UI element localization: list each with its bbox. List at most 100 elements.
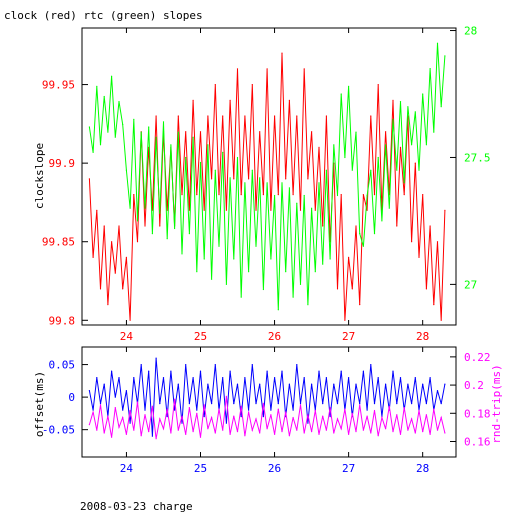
bottom-series-0-point — [177, 383, 179, 385]
bottom-tick-group: 24 25 26 27 28 -0.05 0 0.05 0.16 0.18 0.2 0.22 — [42, 347, 491, 475]
top-series-1-point — [177, 131, 179, 133]
top-series-1-point — [140, 131, 142, 133]
top-series-1-point — [366, 194, 368, 197]
bottom-series-0-point — [244, 377, 246, 379]
top-series-1-point — [314, 271, 316, 273]
top-series-1-point — [207, 144, 209, 146]
bottom-series-0-point — [196, 409, 198, 411]
top-series-1-point — [318, 182, 320, 184]
bottom-series-0-point — [240, 416, 242, 418]
top-series-1-point — [274, 194, 276, 197]
bottom-series-1-point — [381, 416, 383, 419]
bottom-series-0-point — [262, 416, 264, 418]
top-series-0-point — [288, 99, 290, 101]
bottom-series-0-point — [211, 403, 213, 405]
bottom-series-1-point — [440, 416, 442, 419]
bottom-series-1-point — [399, 433, 402, 435]
top-series-1-point — [136, 220, 139, 222]
top-series-0-point — [399, 146, 402, 148]
top-series-0-point — [99, 288, 102, 290]
top-series-1-point — [166, 238, 168, 240]
bottom-series-0-point — [429, 377, 431, 379]
top-series-0-point — [277, 194, 279, 196]
bottom-series-0-point — [222, 377, 224, 379]
bottom-series-0-point — [170, 370, 172, 372]
top-series-1-point — [155, 136, 157, 138]
bottom-series-1-point — [244, 435, 246, 437]
bottom-series-0-point — [407, 383, 409, 385]
top-series-1-point — [162, 121, 165, 123]
bottom-series-0-point — [203, 416, 205, 418]
top-series-0-point — [355, 225, 357, 227]
top-series-0-point — [336, 288, 339, 290]
top-y2-tick-label: 27 — [464, 278, 477, 291]
top-x-tick-label: 27 — [342, 330, 355, 343]
bottom-series-0-point — [414, 377, 416, 379]
bottom-series-0-point — [366, 409, 368, 411]
top-series-1-point — [329, 258, 331, 260]
bottom-series-0-point — [122, 409, 124, 411]
bottom-plot-frame — [81, 346, 457, 458]
bottom-series-0-point — [118, 377, 120, 379]
bottom-series-0-point — [248, 409, 250, 411]
bottom-series-1-point — [96, 429, 98, 431]
top-series-1-point — [129, 207, 131, 209]
bottom-series-1-point — [444, 432, 446, 434]
bottom-series-0-point — [392, 370, 394, 372]
top-series-0-point — [92, 256, 94, 258]
top-series-1-point — [285, 271, 287, 273]
top-panel: 24 25 26 27 28 99.8 99.85 99.9 99.95 27 27.5 28 clo… — [33, 25, 491, 343]
top-series-0-point — [366, 209, 368, 211]
bottom-series-line-1 — [88, 396, 446, 439]
bottom-series-1-point — [211, 416, 213, 419]
bottom-series-1-point — [92, 411, 94, 413]
bottom-series-1-point — [325, 429, 327, 431]
bottom-series-0-point — [355, 383, 357, 385]
top-series-0-point — [203, 209, 205, 211]
bottom-series-1-point — [333, 432, 335, 434]
top-series-1-point — [203, 258, 205, 260]
bottom-series-1-point — [88, 424, 90, 426]
bottom-series-1-point — [196, 412, 198, 414]
top-series-1-point — [92, 151, 94, 153]
bottom-series-1-point — [351, 412, 353, 414]
top-x-tick-label: 25 — [194, 330, 207, 343]
bottom-series-0-point — [425, 403, 427, 405]
bottom-y-tick-label: 0 — [68, 391, 75, 404]
bottom-series-0-point — [181, 422, 183, 424]
bottom-series-1-point — [433, 408, 435, 410]
top-series-0-point — [418, 256, 420, 258]
top-series-1-point — [433, 131, 435, 133]
bottom-series-0-point — [111, 370, 113, 372]
top-series-1-point — [107, 131, 109, 133]
bottom-series-1-point — [229, 433, 231, 435]
bottom-series-1-point — [181, 415, 183, 417]
top-series-0-point — [296, 115, 298, 117]
bottom-series-0-point — [436, 390, 439, 392]
top-series-0-point — [214, 84, 216, 86]
bottom-series-1-point — [225, 395, 227, 397]
top-series-1-point — [192, 136, 194, 138]
bottom-series-0-point — [274, 377, 276, 379]
bottom-series-1-point — [336, 418, 339, 420]
bottom-series-0-point — [307, 422, 309, 424]
top-series-1-point — [174, 227, 176, 230]
top-series-0-point — [392, 99, 394, 101]
top-series-1-point — [348, 85, 350, 87]
bottom-y2-tick-label: 0.18 — [464, 407, 491, 420]
bottom-series-1-point — [314, 409, 316, 412]
bottom-series-1-point — [277, 408, 279, 410]
top-series-0-point — [107, 304, 109, 306]
bottom-series-1-point — [125, 433, 127, 435]
top-series-1-point — [370, 169, 372, 171]
top-series-1-point — [199, 161, 202, 164]
top-series-0-point — [207, 115, 209, 117]
bottom-series-0-point — [125, 390, 127, 392]
bottom-x-tick-label: 24 — [120, 462, 134, 475]
top-series-0-point — [155, 115, 157, 117]
bottom-series-1-point — [133, 429, 135, 431]
top-series-1-point — [229, 177, 231, 179]
top-series-1-point — [214, 169, 216, 171]
bottom-series-0-point — [322, 403, 324, 405]
top-series-1-point — [303, 194, 305, 197]
